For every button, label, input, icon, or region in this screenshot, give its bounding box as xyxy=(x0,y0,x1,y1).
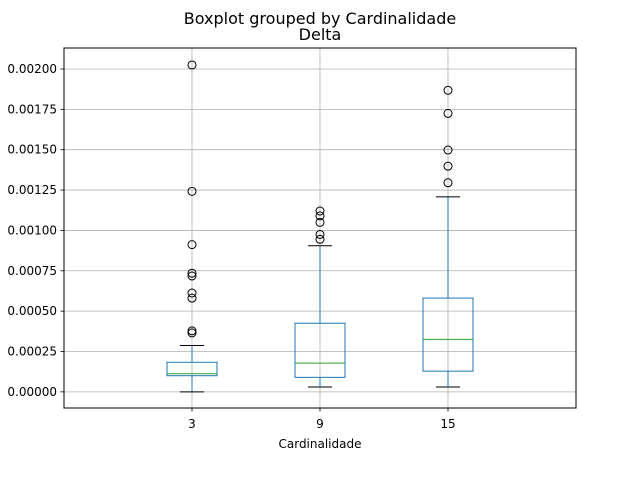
outlier-point xyxy=(187,326,197,336)
outlier-point xyxy=(315,229,325,239)
outlier-point xyxy=(315,206,325,216)
x-axis-label: Cardinalidade xyxy=(278,437,361,451)
outlier-point xyxy=(187,271,197,281)
outlier-point xyxy=(443,161,453,171)
outlier-point xyxy=(187,288,197,298)
outlier-point xyxy=(443,108,453,118)
outlier-point xyxy=(315,211,325,221)
outlier-point xyxy=(187,268,197,278)
outlier-point xyxy=(443,85,453,95)
x-tick-label: 15 xyxy=(440,417,455,431)
box-iqr xyxy=(422,297,474,372)
y-tick-label: 0.00150 xyxy=(7,143,57,157)
outlier-point xyxy=(187,240,197,250)
outlier-point xyxy=(443,178,453,188)
outlier-point xyxy=(315,234,325,244)
y-tick-label: 0.00175 xyxy=(7,102,57,116)
chart-suptitle: Boxplot grouped by Cardinalidade xyxy=(184,9,456,28)
y-tick-label: 0.00100 xyxy=(7,223,57,237)
x-tick-label: 9 xyxy=(316,417,324,431)
outlier-point xyxy=(187,186,197,196)
y-tick-label: 0.00025 xyxy=(7,344,57,358)
y-tick-label: 0.00125 xyxy=(7,183,57,197)
outlier-point xyxy=(187,293,197,303)
y-tick-label: 0.00200 xyxy=(7,62,57,76)
axis-ticks: 0.00000 0.00025 0.00050 0.00075 0.00100 0.001… xyxy=(7,62,455,431)
box-iqr xyxy=(294,322,346,378)
y-tick-label: 0.00075 xyxy=(7,264,57,278)
chart-title: Delta xyxy=(299,25,342,44)
outlier-point xyxy=(315,217,325,227)
y-tick-label: 0.00050 xyxy=(7,304,57,318)
outlier-point xyxy=(443,145,453,155)
boxes-layer xyxy=(166,60,474,393)
y-tick-label: 0.00000 xyxy=(7,385,57,399)
x-tick-label: 3 xyxy=(188,417,196,431)
box-iqr xyxy=(166,361,218,377)
outlier-point xyxy=(187,328,197,338)
outlier-point xyxy=(187,60,197,70)
